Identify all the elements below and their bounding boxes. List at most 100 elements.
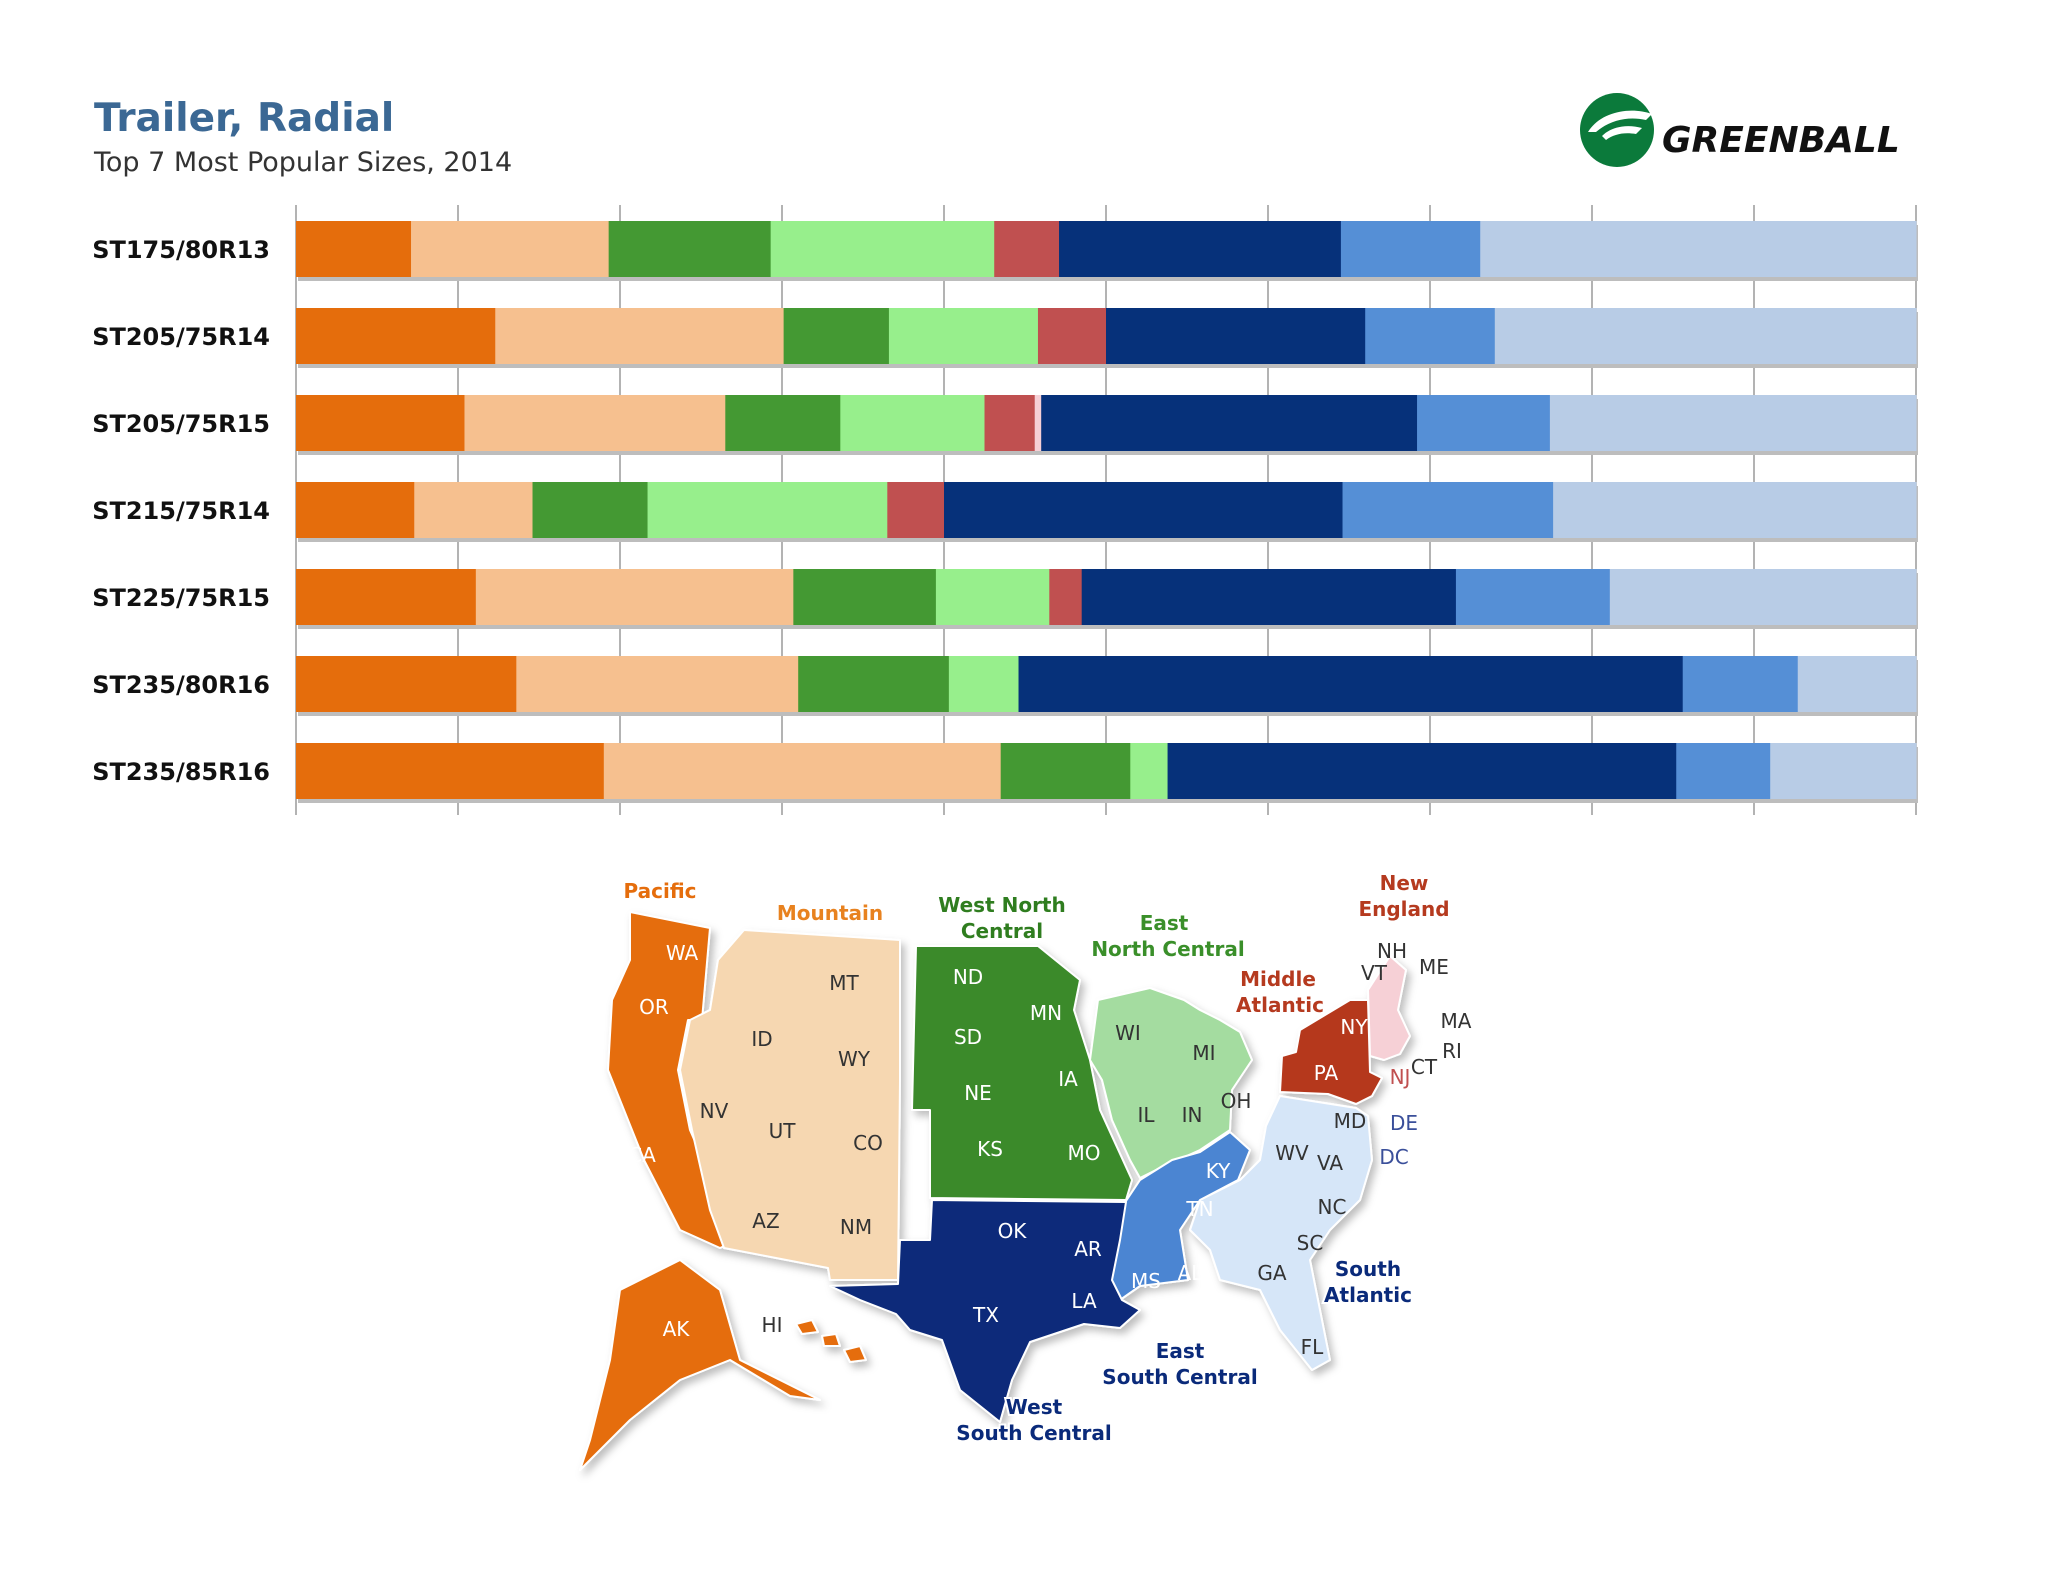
bar-segment-mountain (603, 743, 1002, 799)
bar-segment-east-north-central (1130, 743, 1169, 799)
bar-segment-west-north-central (608, 221, 772, 277)
bar-segment-middle-atlantic (984, 395, 1036, 451)
state-label-ut: UT (769, 1119, 797, 1143)
chart-bars (296, 221, 1918, 803)
region-label-new-england: New England (1358, 871, 1449, 921)
bar-segment-west-north-central (798, 656, 950, 712)
state-label-il: IL (1137, 1103, 1155, 1127)
map-region-west-south-central (829, 1199, 1141, 1423)
state-label-nd: ND (953, 965, 983, 989)
bar-segment-east-north-central (770, 221, 995, 277)
region-label-east-north-central: East North Central (1091, 911, 1244, 961)
bar-segment-pacific (296, 482, 415, 538)
bar-segment-east-south-central (1340, 221, 1481, 277)
bar-segment-pacific (296, 743, 605, 799)
bar-segment-south-atlantic (1494, 308, 1917, 364)
map-region-new-england (1367, 955, 1411, 1061)
region-label-west-south-central: West South Central (956, 1395, 1111, 1445)
bar-segment-east-south-central (1676, 743, 1771, 799)
state-label-mt: MT (829, 971, 859, 995)
state-label-nv: NV (700, 1099, 729, 1123)
state-label-id: ID (751, 1027, 772, 1051)
bar-segment-west-south-central (1059, 221, 1342, 277)
stacked-bar-chart: ST175/80R13 ST205/75R14 ST205/75R15 ST215/7… (92, 205, 1918, 815)
bar-segment-east-south-central (1417, 395, 1551, 451)
bar-segment-west-north-central (725, 395, 841, 451)
state-label-wi: WI (1115, 1021, 1141, 1045)
bar-segment-pacific (296, 308, 496, 364)
state-label-ne: NE (964, 1081, 992, 1105)
state-label-ia: IA (1058, 1067, 1078, 1091)
chart-subtitle: Top 7 Most Popular Sizes, 2014 (94, 147, 513, 178)
bar-segment-west-south-central (1081, 569, 1457, 625)
state-label-nm: NM (840, 1215, 872, 1239)
greenball-logo-text: GREENBALL (1662, 120, 1900, 161)
map-state-hi (795, 1319, 867, 1363)
map-region-west-north-central (911, 945, 1133, 1201)
region-label-east-south-central: East South Central (1102, 1339, 1257, 1389)
state-label-ri: RI (1442, 1039, 1462, 1063)
bar-segment-mountain (516, 656, 799, 712)
category-label: ST225/75R15 (92, 584, 270, 612)
bar-segment-south-atlantic (1480, 221, 1917, 277)
state-label-ga: GA (1257, 1261, 1286, 1285)
state-label-ok: OK (998, 1219, 1028, 1243)
region-label-south-atlantic: South Atlantic (1324, 1257, 1412, 1307)
bar-segment-west-north-central (1000, 743, 1131, 799)
category-label: ST205/75R14 (92, 323, 270, 351)
bar-segment-east-north-central (935, 569, 1050, 625)
bar-segment-east-south-central (1342, 482, 1554, 538)
category-label: ST235/85R16 (92, 758, 270, 786)
state-label-mn: MN (1030, 1001, 1062, 1025)
bar-segment-south-atlantic (1797, 656, 1917, 712)
state-label-nh: NH (1377, 939, 1407, 963)
state-label-ma: MA (1441, 1009, 1472, 1033)
state-label-dc: DC (1379, 1145, 1408, 1169)
bar-segment-west-north-central (793, 569, 937, 625)
bar-segment-east-south-central (1682, 656, 1799, 712)
bar-segment-pacific (296, 656, 517, 712)
greenball-logo-icon (1580, 93, 1654, 167)
bar-segment-south-atlantic (1549, 395, 1917, 451)
bar-segment-west-south-central (1041, 395, 1418, 451)
greenball-logo: GREENBALL (1580, 93, 1900, 167)
state-label-pa: PA (1314, 1061, 1339, 1085)
region-label-west-north-central: West North Central (938, 893, 1065, 943)
chart-title: Trailer, Radial (94, 96, 395, 141)
state-label-in: IN (1182, 1103, 1203, 1127)
category-label: ST205/75R15 (92, 410, 270, 438)
state-label-co: CO (853, 1131, 883, 1155)
map-state-labels: WA OR CA AK HI MT ID WY NV UT CO AZ NM N… (628, 939, 1472, 1359)
state-label-ca: CA (628, 1143, 656, 1167)
category-label: ST215/75R14 (92, 497, 270, 525)
state-label-va: VA (1317, 1151, 1343, 1175)
state-label-vt: VT (1361, 961, 1388, 985)
bar-segment-west-south-central (1018, 656, 1684, 712)
bar-segment-east-north-central (840, 395, 985, 451)
bar-segment-pacific (296, 395, 465, 451)
bar-segment-west-south-central (1167, 743, 1677, 799)
category-label: ST235/80R16 (92, 671, 270, 699)
state-label-tn: TN (1185, 1197, 1213, 1221)
state-label-de: DE (1390, 1111, 1418, 1135)
state-label-or: OR (639, 995, 669, 1019)
region-label-middle-atlantic: Middle Atlantic (1236, 967, 1324, 1017)
state-label-hi: HI (762, 1313, 783, 1337)
state-label-nc: NC (1318, 1195, 1347, 1219)
state-label-sd: SD (954, 1025, 982, 1049)
category-label: ST175/80R13 (92, 236, 270, 264)
state-label-ks: KS (977, 1137, 1003, 1161)
bar-segment-middle-atlantic (994, 221, 1060, 277)
state-label-wv: WV (1275, 1141, 1309, 1165)
bar-segment-east-north-central (888, 308, 1039, 364)
state-label-tx: TX (972, 1303, 999, 1327)
bar-segment-east-north-central (647, 482, 888, 538)
us-regions-map: WA OR CA AK HI MT ID WY NV UT CO AZ NM N… (579, 869, 1472, 1471)
state-label-mi: MI (1192, 1041, 1215, 1065)
map-region-labels: Pacific Mountain West North Central East N… (621, 869, 1451, 1447)
state-label-nj: NJ (1390, 1065, 1411, 1089)
bar-segment-middle-atlantic (887, 482, 945, 538)
state-label-wa: WA (666, 941, 699, 965)
bar-segment-west-north-central (532, 482, 649, 538)
state-label-mo: MO (1068, 1141, 1101, 1165)
